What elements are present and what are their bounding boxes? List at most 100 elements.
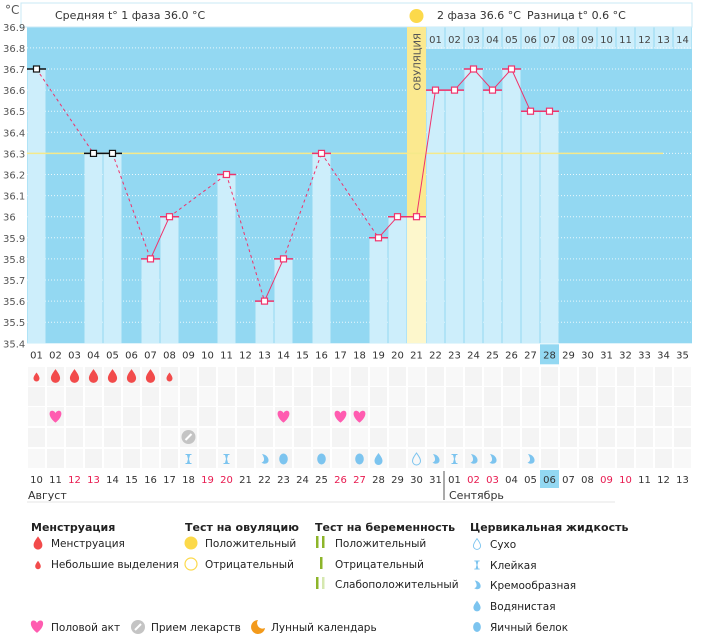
temperature-point[interactable] <box>222 170 231 179</box>
marker-cell[interactable] <box>28 449 45 468</box>
marker-cell[interactable] <box>484 387 501 406</box>
marker-cell[interactable] <box>579 407 596 426</box>
marker-cell[interactable] <box>503 387 520 406</box>
cycle-day-label[interactable]: 03 <box>68 350 81 361</box>
marker-cell[interactable] <box>199 407 216 426</box>
temperature-point[interactable] <box>260 297 269 305</box>
marker-cell[interactable] <box>446 387 463 406</box>
marker-cell[interactable] <box>465 387 482 406</box>
marker-cell[interactable] <box>636 387 653 406</box>
marker-cell[interactable] <box>427 428 444 447</box>
calendar-date[interactable]: 29 <box>391 475 404 486</box>
calendar-date[interactable]: 17 <box>163 475 176 486</box>
cycle-day-label[interactable]: 05 <box>106 350 119 361</box>
marker-cell[interactable] <box>541 428 558 447</box>
marker-cell[interactable] <box>655 449 672 468</box>
cycle-day-label[interactable]: 35 <box>676 350 689 361</box>
marker-cell[interactable] <box>275 428 292 447</box>
marker-cell[interactable] <box>351 367 368 386</box>
cycle-day-label[interactable]: 34 <box>657 350 670 361</box>
temperature-point[interactable] <box>317 149 326 157</box>
calendar-date[interactable]: 03 <box>486 475 499 486</box>
marker-cell[interactable] <box>28 428 45 447</box>
temperature-point[interactable] <box>488 86 497 94</box>
marker-cell[interactable] <box>104 407 121 426</box>
temperature-point[interactable] <box>545 107 554 115</box>
marker-cell[interactable] <box>47 428 64 447</box>
calendar-date[interactable]: 10 <box>619 475 632 486</box>
marker-cell[interactable] <box>636 428 653 447</box>
temperature-point[interactable] <box>469 65 478 73</box>
marker-cell[interactable] <box>332 367 349 386</box>
marker-cell[interactable] <box>503 449 520 468</box>
marker-cell[interactable] <box>389 449 406 468</box>
cycle-day-label[interactable]: 24 <box>467 350 480 361</box>
calendar-date[interactable]: 25 <box>315 475 328 486</box>
marker-cell[interactable] <box>161 407 178 426</box>
cycle-day-label[interactable]: 17 <box>334 350 347 361</box>
marker-cell[interactable] <box>522 407 539 426</box>
temperature-point[interactable] <box>431 86 440 94</box>
marker-cell[interactable] <box>123 387 140 406</box>
calendar-date[interactable]: 14 <box>106 475 119 486</box>
marker-cell[interactable] <box>237 407 254 426</box>
marker-cell[interactable] <box>674 407 691 426</box>
marker-cell[interactable] <box>47 449 64 468</box>
marker-cell[interactable] <box>104 449 121 468</box>
calendar-date[interactable]: 08 <box>581 475 594 486</box>
cycle-day-label[interactable]: 07 <box>144 350 157 361</box>
calendar-date[interactable]: 01 <box>448 475 461 486</box>
marker-cell[interactable] <box>674 387 691 406</box>
temperature-point[interactable] <box>507 65 516 73</box>
marker-cell[interactable] <box>446 407 463 426</box>
marker-cell[interactable] <box>313 387 330 406</box>
marker-cell[interactable] <box>85 407 102 426</box>
marker-cell[interactable] <box>503 407 520 426</box>
marker-cell[interactable] <box>237 367 254 386</box>
marker-cell[interactable] <box>522 367 539 386</box>
marker-cell[interactable] <box>218 428 235 447</box>
marker-cell[interactable] <box>674 449 691 468</box>
marker-cell[interactable] <box>522 428 539 447</box>
cycle-day-label[interactable]: 29 <box>562 350 575 361</box>
marker-cell[interactable] <box>237 428 254 447</box>
calendar-date[interactable]: 13 <box>87 475 100 486</box>
marker-cell[interactable] <box>199 428 216 447</box>
marker-cell[interactable] <box>237 387 254 406</box>
cycle-day-label[interactable]: 31 <box>600 350 613 361</box>
marker-cell[interactable] <box>465 367 482 386</box>
calendar-date[interactable]: 27 <box>353 475 366 486</box>
cycle-day-label[interactable]: 21 <box>410 350 423 361</box>
marker-cell[interactable] <box>617 449 634 468</box>
calendar-date[interactable]: 05 <box>524 475 537 486</box>
temperature-point[interactable] <box>89 149 98 157</box>
marker-cell[interactable] <box>617 387 634 406</box>
temperature-point[interactable] <box>146 255 155 263</box>
marker-cell[interactable] <box>674 428 691 447</box>
marker-cell[interactable] <box>256 428 273 447</box>
marker-cell[interactable] <box>389 387 406 406</box>
temperature-point[interactable] <box>279 255 288 263</box>
cycle-day-label[interactable]: 23 <box>448 350 461 361</box>
calendar-date[interactable]: 15 <box>125 475 138 486</box>
marker-cell[interactable] <box>123 449 140 468</box>
calendar-date[interactable]: 09 <box>600 475 613 486</box>
marker-cell[interactable] <box>161 428 178 447</box>
marker-cell[interactable] <box>579 449 596 468</box>
marker-cell[interactable] <box>370 407 387 426</box>
calendar-date[interactable]: 24 <box>296 475 309 486</box>
marker-cell[interactable] <box>503 367 520 386</box>
marker-cell[interactable] <box>655 407 672 426</box>
marker-cell[interactable] <box>408 387 425 406</box>
marker-cell[interactable] <box>142 449 159 468</box>
marker-cell[interactable] <box>408 449 425 468</box>
cycle-day-label[interactable]: 27 <box>524 350 537 361</box>
marker-cell[interactable] <box>370 387 387 406</box>
cycle-day-label[interactable]: 13 <box>258 350 271 361</box>
temperature-point[interactable] <box>450 86 459 94</box>
cycle-day-label[interactable]: 09 <box>182 350 195 361</box>
marker-cell[interactable] <box>180 387 197 406</box>
calendar-date[interactable]: 12 <box>68 475 81 486</box>
cycle-day-label[interactable]: 14 <box>277 350 290 361</box>
temperature-point[interactable] <box>393 213 402 221</box>
